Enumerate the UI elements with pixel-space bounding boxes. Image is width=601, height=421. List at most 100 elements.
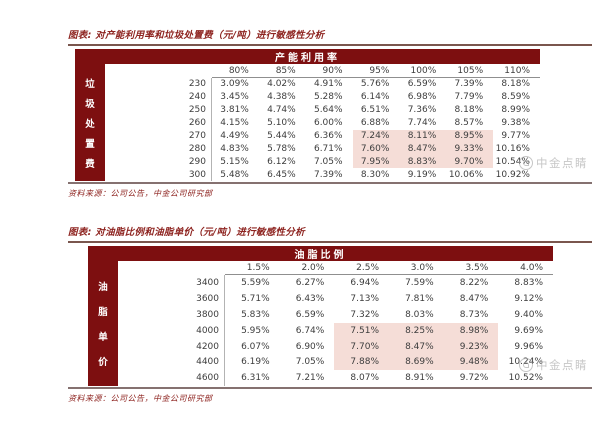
data-cell: 7.05% <box>295 357 325 368</box>
data-cell: 7.13% <box>350 293 379 304</box>
data-cell: 8.47% <box>399 142 447 156</box>
data-cell: 9.40% <box>514 309 543 320</box>
figure-title: 图表: 对油脂比例和油脂单价（元/吨）进行敏感性分析 <box>68 224 592 243</box>
data-cell: 5.95% <box>241 325 270 336</box>
data-cell: 8.22% <box>459 277 489 288</box>
data-cell: 8.30% <box>360 169 390 180</box>
data-cell: 5.10% <box>267 118 296 129</box>
data-cell: 8.91% <box>405 373 434 384</box>
data-cell: 6.59% <box>407 79 437 90</box>
data-cell: 6.12% <box>267 156 296 167</box>
corner-cell <box>118 261 225 275</box>
data-cell: 6.45% <box>267 169 296 180</box>
data-cell: 9.48% <box>443 354 499 371</box>
data-cell: 4.74% <box>267 105 296 116</box>
row-label: 290 <box>105 155 212 169</box>
row-label: 3600 <box>118 290 225 307</box>
data-cell: 7.39% <box>313 169 343 180</box>
corner-cell <box>105 64 212 78</box>
data-cell: 6.19% <box>241 357 270 368</box>
column-header: 110% <box>493 64 540 78</box>
data-cell: 5.44% <box>267 131 296 141</box>
data-cell: 8.07% <box>350 373 379 384</box>
figure-oil-sensitivity: 图表: 对油脂比例和油脂单价（元/吨）进行敏感性分析 油脂比例 油脂单价 1.5… <box>68 224 592 404</box>
data-cell: 8.18% <box>454 105 484 116</box>
row-group-char: 费 <box>85 158 95 170</box>
data-cell: 8.83% <box>514 277 543 288</box>
data-cell: 8.47% <box>389 338 444 355</box>
data-cell: 7.39% <box>454 79 484 90</box>
data-cell: 5.83% <box>241 309 270 320</box>
row-group-char: 置 <box>85 138 95 150</box>
data-cell: 8.25% <box>389 322 444 339</box>
source-note: 资料来源：公司公告，中金公司研究部 <box>68 394 213 404</box>
data-cell: 3.45% <box>220 92 249 103</box>
data-cell: 10.24% <box>508 357 543 368</box>
column-header: 2.5% <box>334 261 389 275</box>
column-group-header: 产能利用率 <box>75 49 540 64</box>
data-cell: 10.92% <box>495 169 530 180</box>
data-cell: 9.23% <box>443 338 499 355</box>
data-cell: 9.38% <box>501 118 530 129</box>
watermark-text: 中金点睛 <box>536 156 588 170</box>
row-group-header: 油脂单价 <box>88 261 118 387</box>
data-cell: 8.73% <box>459 309 489 320</box>
row-label: 240 <box>105 90 212 104</box>
row-label: 3400 <box>118 275 225 291</box>
data-cell: 7.74% <box>407 118 437 129</box>
data-cell: 9.69% <box>514 325 543 336</box>
data-cell: 6.88% <box>360 118 390 129</box>
row-group-char: 垃 <box>85 78 95 90</box>
row-label: 300 <box>105 168 212 182</box>
column-header: 90% <box>305 64 353 78</box>
data-cell: 6.31% <box>241 373 270 384</box>
data-cell: 5.59% <box>241 277 270 288</box>
row-group-header: 垃圾处置费 <box>75 64 105 182</box>
data-cell: 8.83% <box>399 155 447 169</box>
data-cell: 5.64% <box>313 105 343 116</box>
data-cell: 5.48% <box>220 169 249 180</box>
data-cell: 7.36% <box>407 105 437 116</box>
data-cell: 5.78% <box>267 143 296 154</box>
data-cell: 3.09% <box>220 79 249 90</box>
source-note: 资料来源：公司公告，中金公司研究部 <box>68 189 213 199</box>
data-cell: 6.36% <box>313 131 343 141</box>
data-cell: 5.76% <box>360 79 390 90</box>
data-cell: 4.91% <box>313 79 343 90</box>
data-cell: 4.49% <box>220 131 249 141</box>
table-bottom-rule <box>68 182 592 185</box>
column-group-header: 油脂比例 <box>88 246 553 261</box>
row-label: 4400 <box>118 354 225 371</box>
data-cell: 10.54% <box>495 156 530 167</box>
data-cell: 8.11% <box>399 129 447 143</box>
data-cell: 9.12% <box>514 293 543 304</box>
row-group-char: 处 <box>85 118 95 130</box>
column-header: 4.0% <box>498 261 553 275</box>
data-cell: 9.96% <box>514 341 543 352</box>
data-cell: 6.71% <box>313 143 343 154</box>
data-cell: 8.99% <box>501 105 530 116</box>
sensitivity-table-capacity: 产能利用率 垃圾处置费 80% 85% 90% 95% 100% 105% 110% 230 3… <box>75 49 540 182</box>
sensitivity-table-oil: 油脂比例 油脂单价 1.5% 2.0% 2.5% 3.0% 3.5% 4.0% 3400 5.… <box>88 246 553 387</box>
data-cell: 8.47% <box>459 293 489 304</box>
data-cell: 6.59% <box>295 309 325 320</box>
row-group-char: 脂 <box>98 307 108 319</box>
data-cell: 4.83% <box>220 143 249 154</box>
row-group-char: 油 <box>98 282 108 294</box>
data-cell: 8.98% <box>443 322 499 339</box>
row-label: 250 <box>105 103 212 117</box>
column-header: 3.0% <box>389 261 444 275</box>
data-cell: 7.79% <box>454 92 484 103</box>
row-group-char: 价 <box>98 357 108 369</box>
data-cell: 5.15% <box>220 156 249 167</box>
column-header: 95% <box>352 64 400 78</box>
data-cell: 7.24% <box>352 129 400 143</box>
data-cell: 4.02% <box>267 79 296 90</box>
row-label: 4600 <box>118 370 225 387</box>
data-cell: 7.59% <box>405 277 434 288</box>
data-cell: 6.90% <box>295 341 325 352</box>
data-cell: 9.70% <box>446 155 494 169</box>
row-group-char: 单 <box>98 332 108 344</box>
data-cell: 9.19% <box>407 169 437 180</box>
data-cell: 7.05% <box>313 156 343 167</box>
